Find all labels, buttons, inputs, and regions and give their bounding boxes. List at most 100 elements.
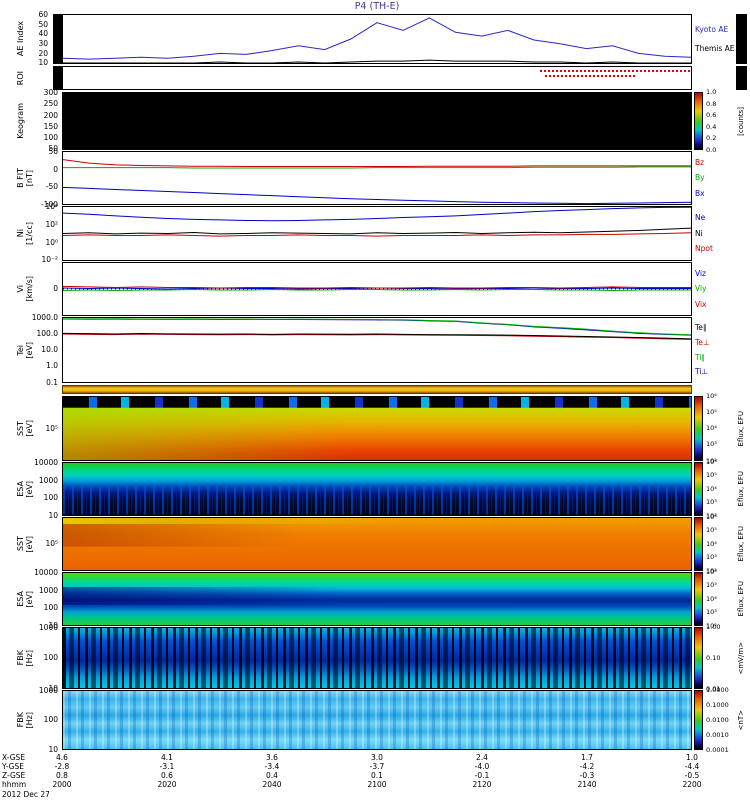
ytick-label: 10 <box>38 58 48 68</box>
ae-yticks: 60 50 40 30 20 10 <box>0 11 60 67</box>
esae-colorbar-ticks: 10⁶ 10⁵ 10⁴ 10³ 10² <box>706 569 735 629</box>
orbit-value: 1.7 <box>581 753 593 762</box>
ytick-label: -100 <box>40 199 58 209</box>
line-label: Ni <box>695 228 703 238</box>
cbtick-label: 10⁴ <box>706 484 717 493</box>
orbit-value: -4.2 <box>579 762 595 771</box>
fbke-spectrogram <box>62 627 692 689</box>
panel-density: Ni [1/cc] 10⁴ 10² 10⁰ 10⁻² Ne Ni Npot <box>0 203 750 264</box>
keogram-colorbar <box>694 92 703 150</box>
esai-colorbar <box>694 462 703 516</box>
cbtick-label: 10³ <box>706 498 717 507</box>
cbtick-label: 0.0100 <box>706 715 729 724</box>
time-tick: 2140 <box>577 780 597 789</box>
ytick-label: 150 <box>43 121 58 131</box>
orbit-value: -4.0 <box>474 762 490 771</box>
orbit-value: -3.7 <box>369 762 385 771</box>
ytick-label: 10000 <box>34 458 58 467</box>
cbtick-label: 10⁶ <box>706 568 717 576</box>
panel-ae-index: AE Index 60 50 40 30 20 10 Kyoto AE Themis AE <box>0 11 750 67</box>
panel-keogram: Keogram 300 250 200 150 100 50 1.0 0.8 0.6 0.4 0.… <box>0 88 750 154</box>
fbkb-colorbar-ticks: 1.0000 0.1000 0.0100 0.0010 0.0001 <box>706 687 735 753</box>
orbit-value: -0.1 <box>474 771 490 780</box>
esae-colorbar-unit: Eflux, EFU <box>737 572 745 626</box>
sste-colorbar-ticks: 10⁶ 10⁵ 10⁴ 10³ 10² <box>706 514 735 574</box>
cbtick-label: 1.0 <box>706 88 717 96</box>
cbtick-label: 0.1000 <box>706 700 729 709</box>
line-label: Bx <box>695 188 705 198</box>
ytick-label: 10.0 <box>41 345 58 355</box>
fbke-colorbar-unit: <mV/m> <box>737 627 745 689</box>
time-tick: 2020 <box>157 780 177 789</box>
vi-plot <box>62 262 692 316</box>
roi-flag-dots <box>540 70 690 72</box>
line-label: Ti∥ <box>695 352 706 362</box>
ytick-label: 100 <box>43 603 58 612</box>
panel-esa-ion: ESA [eV] 10000 1000 100 10 10⁶ 10⁵ 10⁴ 10³ 10² E… <box>0 458 750 519</box>
ni-line-labels: Ne Ni Npot <box>695 206 749 261</box>
cbunit-text: Eflux, EFU <box>737 581 745 617</box>
cbtick-label: 10⁵ <box>706 408 717 417</box>
esae-yticks: 10000 1000 100 10 <box>0 569 60 629</box>
ssti-colorbar <box>694 396 703 461</box>
ae-right-bar <box>736 14 747 64</box>
tei-yticks: 1000.0 100.0 10.0 1.0 0.1 <box>0 314 60 386</box>
esai-colorbar-ticks: 10⁶ 10⁵ 10⁴ 10³ 10² <box>706 459 735 519</box>
cbtick-label: 0.2 <box>706 134 717 142</box>
cbtick-label: 0.8 <box>706 99 717 108</box>
orbit-value: 0.6 <box>161 771 173 780</box>
cbunit-text: Eflux, EFU <box>737 471 745 507</box>
vi-line-labels: Viz Viy Vix <box>695 262 749 316</box>
line-label: Themis AE <box>695 43 735 53</box>
cbtick-label: 10⁵ <box>706 581 717 590</box>
cbtick-label: 10² <box>706 456 717 465</box>
ytick-label: 50 <box>48 144 58 154</box>
line-label: Bz <box>695 157 705 167</box>
orbit-value: -3.4 <box>264 762 280 771</box>
ytick-label: 100 <box>43 715 58 725</box>
tei-line-labels: Te∥ Te⊥ Ti∥ Ti⊥ <box>695 317 749 383</box>
ytick-label: 1.0 <box>46 361 58 371</box>
time-row-label: hhmm <box>2 780 27 789</box>
cbtick-label: 10³ <box>706 553 717 562</box>
time-tick: 2000 <box>52 780 72 789</box>
orbit-value: -4.4 <box>684 762 700 771</box>
ytick-label: 10⁴ <box>45 202 58 211</box>
ytick-label: 300 <box>43 88 58 97</box>
ytick-label: 10 <box>48 744 58 754</box>
ytick-label: 10000 <box>34 568 58 577</box>
line-label: Npot <box>695 244 713 254</box>
ytick-label: 250 <box>43 99 58 109</box>
esae-colorbar <box>694 572 703 626</box>
panel-sst-electron: SST [eV] 10⁵ 10⁶ 10⁵ 10⁴ 10³ 10² Eflux, EFU <box>0 514 750 574</box>
tei-plot <box>62 317 692 383</box>
cbtick-label: 10⁴ <box>706 594 717 603</box>
cbtick-label: 10⁴ <box>706 539 717 548</box>
ssti-yticks: 10⁵ <box>0 393 60 464</box>
time-tick-values: 2000 2020 2040 2100 2120 2140 2200 <box>52 780 701 789</box>
fbke-colorbar-ticks: 1.00 0.10 0.01 <box>706 624 735 692</box>
bfit-yticks: 50 0 -50 -100 <box>0 148 60 208</box>
panel-sst-ion: SST [eV] 10⁵ 10⁶ 10⁵ 10⁴ 10³ 10² Eflux, EFU <box>0 393 750 464</box>
cbunit-text: [counts] <box>737 106 745 136</box>
ytick-label: 1000 <box>38 686 58 695</box>
line-label: Ti⊥ <box>695 367 708 377</box>
cbunit-text: Eflux, EFU <box>737 410 745 447</box>
cbunit-text: Eflux, EFU <box>737 526 745 562</box>
fbkb-yticks: 1000 100 10 <box>0 687 60 753</box>
line-label: Viy <box>695 284 707 294</box>
bfit-line-labels: Bz By Bx <box>695 151 749 205</box>
cbunit-text: <nT> <box>737 709 745 731</box>
ytick-label: -50 <box>45 182 58 191</box>
orbit-value: 4.6 <box>56 753 68 762</box>
orbit-value: 3.6 <box>266 753 278 762</box>
ni-yticks: 10⁴ 10² 10⁰ 10⁻² <box>0 203 60 264</box>
orbit-value: 1.0 <box>686 753 698 762</box>
ytick-label: 1000 <box>38 623 58 632</box>
ytick-label: 100 <box>43 493 58 502</box>
sste-spectrogram <box>62 517 692 571</box>
ytick-label: 50 <box>38 19 48 29</box>
cbtick-label: 0.6 <box>706 111 717 119</box>
ytick-label: 100 <box>43 133 58 143</box>
